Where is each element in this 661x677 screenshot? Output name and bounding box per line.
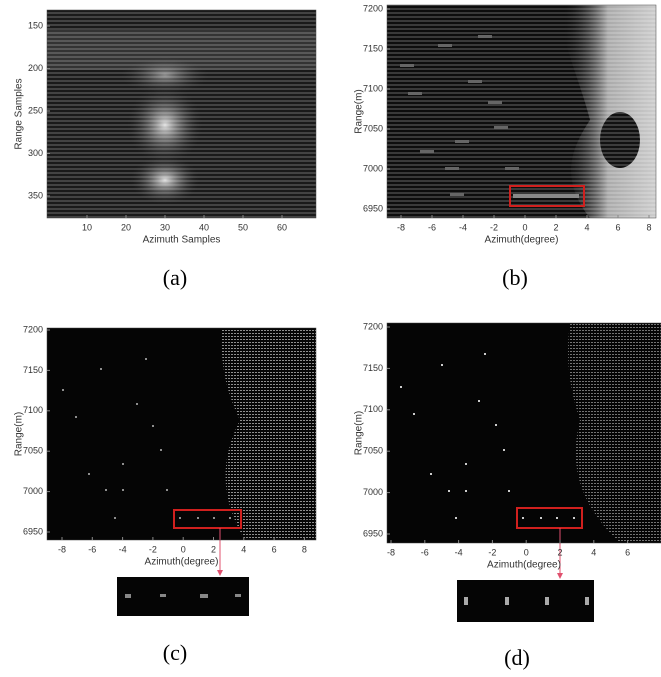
image-b [387,5,656,218]
plot-frame [46,9,317,219]
y-tick-label: 7100 [363,83,383,93]
y-tick-label: 7200 [363,321,383,331]
x-tick-label: 4 [241,544,246,554]
x-tick-label: 6 [615,222,620,232]
x-tick-label: 2 [557,547,562,557]
caption: (c) [163,640,187,665]
x-tick-label: -6 [428,222,436,232]
x-tick-label: 50 [238,222,248,232]
x-tick-label: -2 [490,222,498,232]
x-tick-label: 30 [160,222,170,232]
y-axis-label: Range(m) [14,412,25,456]
x-tick-label: -6 [88,544,96,554]
y-tick-label: 6950 [363,528,383,538]
x-tick-label: 0 [524,547,529,557]
x-tick-label: 8 [646,222,651,232]
plot-frame [386,4,657,219]
caption: (a) [163,265,187,290]
y-tick-label: 7000 [23,486,43,496]
y-axis-label: Range(m) [354,89,365,133]
x-axis-label: Azimuth(degree) [485,235,559,246]
x-tick-label: -2 [488,547,496,557]
x-tick-label: 10 [82,222,92,232]
x-tick-label: -8 [397,222,405,232]
x-tick-label: 40 [199,222,209,232]
y-axis-label: Range Samples [14,78,25,149]
y-axis-label: Range(m) [354,411,365,455]
y-tick-label: 7050 [363,123,383,133]
x-tick-label: -4 [119,544,127,554]
y-tick-label: 6950 [23,526,43,536]
y-tick-label: 250 [28,105,43,115]
x-tick-label: 6 [625,547,630,557]
y-tick-label: 7150 [23,365,43,375]
y-tick-label: 7000 [363,487,383,497]
image-a [47,10,316,218]
x-tick-label: 6 [272,544,277,554]
x-tick-label: -6 [421,547,429,557]
x-tick-label: 4 [591,547,596,557]
x-axis-label: Azimuth(degree) [487,560,561,571]
x-tick-label: -8 [58,544,66,554]
y-tick-label: 7000 [363,163,383,173]
plot-frame [386,322,661,544]
y-tick-label: 7150 [363,363,383,373]
caption: (d) [504,645,530,670]
y-tick-label: 7100 [23,405,43,415]
image-c [47,328,316,616]
y-tick-label: 150 [28,20,43,30]
x-tick-label: 0 [181,544,186,554]
y-tick-label: 300 [28,148,43,158]
y-tick-label: 350 [28,190,43,200]
y-tick-label: 7150 [363,43,383,53]
y-tick-label: 200 [28,63,43,73]
x-tick-label: -8 [387,547,395,557]
x-axis-label: Azimuth Samples [143,235,221,246]
x-tick-label: -4 [459,222,467,232]
plot-frame [46,327,317,541]
y-tick-label: 7050 [363,446,383,456]
x-tick-label: -4 [455,547,463,557]
x-axis-label: Azimuth(degree) [145,557,219,568]
x-tick-label: 0 [522,222,527,232]
y-tick-label: 7200 [363,3,383,13]
y-tick-label: 6950 [363,203,383,213]
x-tick-label: 2 [211,544,216,554]
x-tick-label: 20 [121,222,131,232]
y-tick-label: 7050 [23,446,43,456]
y-tick-label: 7100 [363,404,383,414]
x-tick-label: 8 [302,544,307,554]
x-tick-label: 60 [277,222,287,232]
x-tick-label: 4 [584,222,589,232]
y-tick-label: 7200 [23,324,43,334]
x-tick-label: -2 [149,544,157,554]
image-d [387,323,661,622]
caption: (b) [502,265,528,290]
x-tick-label: 2 [553,222,558,232]
